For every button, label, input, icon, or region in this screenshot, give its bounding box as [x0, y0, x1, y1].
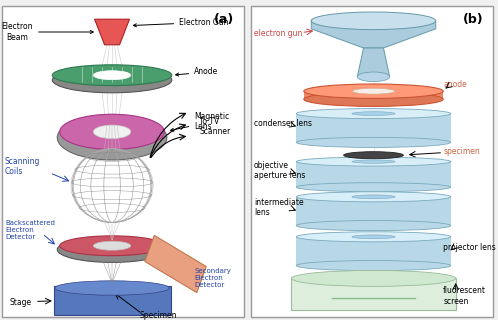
Polygon shape: [358, 48, 390, 77]
Ellipse shape: [352, 195, 395, 199]
Ellipse shape: [296, 108, 451, 119]
Text: Secondary
Electron
Detector: Secondary Electron Detector: [194, 268, 231, 288]
Ellipse shape: [94, 71, 130, 80]
Ellipse shape: [296, 260, 451, 271]
Ellipse shape: [296, 157, 451, 166]
Text: electron gun: electron gun: [254, 29, 302, 38]
Ellipse shape: [304, 92, 443, 106]
Text: Electron Gun: Electron Gun: [133, 18, 229, 27]
Ellipse shape: [358, 72, 390, 82]
FancyBboxPatch shape: [251, 6, 493, 317]
Text: Anode: Anode: [176, 68, 219, 76]
Text: (b): (b): [463, 13, 484, 26]
Bar: [304, 91, 443, 99]
Text: Stage: Stage: [10, 298, 32, 307]
Ellipse shape: [291, 270, 456, 286]
Ellipse shape: [60, 114, 164, 149]
Bar: [296, 114, 451, 142]
Ellipse shape: [352, 160, 395, 163]
FancyBboxPatch shape: [2, 6, 244, 317]
Ellipse shape: [57, 237, 167, 262]
Ellipse shape: [57, 115, 167, 160]
Ellipse shape: [296, 232, 451, 242]
Text: fluorescent
screen: fluorescent screen: [443, 286, 486, 306]
Polygon shape: [145, 236, 206, 292]
Ellipse shape: [94, 241, 130, 250]
Bar: [296, 197, 451, 226]
Text: specimen: specimen: [443, 148, 480, 156]
Polygon shape: [95, 19, 129, 45]
Ellipse shape: [60, 236, 164, 256]
Text: condenser lens: condenser lens: [254, 119, 312, 128]
Text: Electron
Beam: Electron Beam: [1, 22, 93, 42]
Bar: [291, 278, 456, 310]
Text: To TV
Scanner: To TV Scanner: [199, 117, 231, 136]
Text: projector lens: projector lens: [443, 243, 496, 252]
Ellipse shape: [296, 183, 451, 192]
Ellipse shape: [296, 192, 451, 202]
Ellipse shape: [352, 112, 395, 116]
Ellipse shape: [94, 125, 130, 139]
Ellipse shape: [55, 281, 169, 295]
Text: objective
aperture lens: objective aperture lens: [254, 161, 305, 180]
Text: Scanning
Coils: Scanning Coils: [5, 157, 40, 176]
Text: intermediate
lens: intermediate lens: [254, 198, 304, 217]
Text: (a): (a): [214, 13, 234, 26]
Text: Magnetic
Lens: Magnetic Lens: [171, 112, 230, 131]
Ellipse shape: [352, 235, 395, 239]
Ellipse shape: [311, 12, 436, 29]
Ellipse shape: [52, 65, 172, 85]
Bar: [296, 162, 451, 187]
Ellipse shape: [353, 88, 395, 94]
Ellipse shape: [296, 137, 451, 148]
Text: Specimen: Specimen: [139, 311, 177, 320]
FancyBboxPatch shape: [54, 286, 170, 315]
Polygon shape: [311, 21, 436, 48]
Bar: [296, 237, 451, 266]
Text: Backscattered
Electron
Detector: Backscattered Electron Detector: [5, 220, 55, 240]
Ellipse shape: [344, 152, 403, 159]
Ellipse shape: [304, 84, 443, 99]
Ellipse shape: [52, 67, 172, 93]
Text: anode: anode: [443, 80, 467, 89]
Ellipse shape: [296, 220, 451, 231]
